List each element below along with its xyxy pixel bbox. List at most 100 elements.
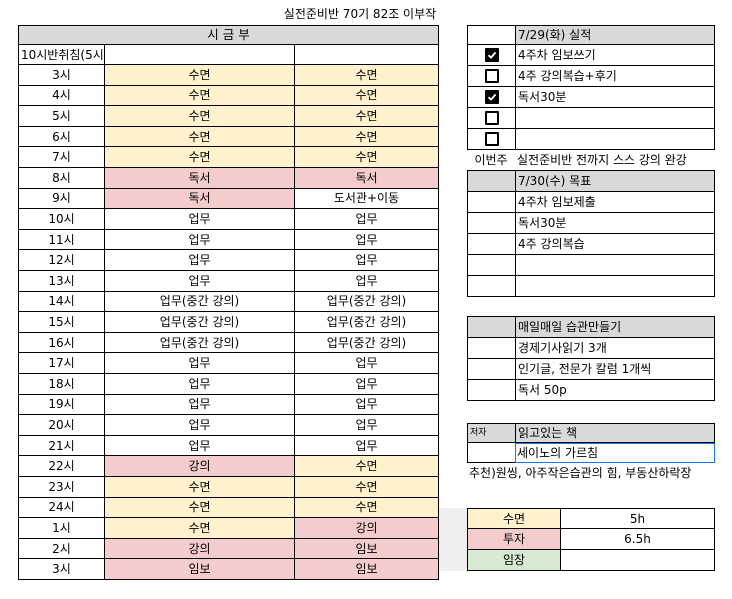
plan-cell-b[interactable]: 수면 — [294, 456, 439, 477]
plan-cell-b[interactable]: 수면 — [294, 126, 439, 148]
goal-item[interactable]: 독서30분 — [515, 213, 715, 234]
summary-value[interactable]: 6.5h — [560, 529, 715, 550]
plan-cell-a[interactable]: 독서 — [104, 168, 294, 189]
plan-cell-b[interactable]: 독서 — [294, 168, 439, 189]
plan-cell-b[interactable]: 업무 — [294, 435, 439, 457]
schedule-note-cell[interactable] — [294, 45, 439, 65]
habit-left-cell[interactable] — [467, 359, 515, 380]
checkbox-cell[interactable] — [467, 129, 515, 150]
goal-left-cell[interactable] — [467, 255, 515, 276]
plan-cell-a[interactable]: 업무 — [104, 271, 294, 292]
checkbox[interactable] — [484, 111, 499, 125]
plan-cell-b[interactable]: 업무(중간 강의) — [294, 312, 439, 333]
checkbox-cell[interactable] — [467, 108, 515, 129]
habits-corner[interactable] — [467, 316, 515, 338]
time-cell[interactable]: 3시 — [18, 559, 104, 580]
plan-cell-a[interactable]: 업무 — [104, 250, 294, 271]
goal-item[interactable]: 4주차 임보제출 — [515, 192, 715, 213]
this-week-text[interactable]: 실전준비반 전까지 스스 강의 완강 — [517, 153, 687, 167]
time-cell[interactable]: 13시 — [18, 271, 104, 292]
time-cell[interactable]: 6시 — [18, 126, 104, 148]
plan-cell-a[interactable]: 강의 — [104, 456, 294, 477]
habit-left-cell[interactable] — [467, 338, 515, 359]
plan-cell-b[interactable]: 업무 — [294, 229, 439, 251]
plan-cell-b[interactable]: 업무 — [294, 374, 439, 395]
plan-cell-a[interactable]: 업무 — [104, 415, 294, 436]
plan-cell-a[interactable]: 수면 — [104, 106, 294, 127]
habit-item[interactable]: 경제기사읽기 3개 — [515, 338, 715, 359]
plan-cell-a[interactable]: 업무 — [104, 374, 294, 395]
checkbox[interactable] — [484, 48, 499, 62]
plan-cell-a[interactable]: 업무(중간 강의) — [104, 291, 294, 313]
plan-cell-a[interactable]: 수면 — [104, 126, 294, 148]
time-cell[interactable]: 18시 — [18, 374, 104, 395]
result-item[interactable] — [515, 129, 715, 150]
plan-cell-a[interactable]: 수면 — [104, 65, 294, 86]
goal-item[interactable]: 4주 강의복습 — [515, 234, 715, 255]
time-cell[interactable]: 9시 — [18, 188, 104, 210]
plan-cell-b[interactable]: 강의 — [294, 518, 439, 539]
summary-value[interactable] — [560, 550, 715, 571]
result-item[interactable] — [515, 108, 715, 129]
plan-cell-a[interactable]: 수면 — [104, 497, 294, 519]
plan-cell-b[interactable]: 수면 — [294, 147, 439, 168]
plan-cell-b[interactable]: 업무 — [294, 415, 439, 436]
time-cell[interactable]: 1시 — [18, 518, 104, 539]
time-cell[interactable]: 22시 — [18, 456, 104, 477]
goals-header[interactable]: 7/30(수) 목표 — [515, 170, 715, 192]
habits-header[interactable]: 매일매일 습관만들기 — [515, 316, 715, 338]
habit-left-cell[interactable] — [467, 380, 515, 401]
books-header[interactable]: 읽고있는 책 — [515, 423, 715, 443]
plan-cell-b[interactable]: 수면 — [294, 85, 439, 107]
plan-cell-a[interactable]: 수면 — [104, 477, 294, 498]
time-cell[interactable]: 8시 — [18, 168, 104, 189]
time-cell[interactable]: 2시 — [18, 538, 104, 560]
time-cell[interactable]: 5시 — [18, 106, 104, 127]
this-week-label[interactable]: 이번주 — [474, 153, 508, 167]
plan-cell-a[interactable]: 수면 — [104, 85, 294, 107]
results-header[interactable]: 7/29(화) 실적 — [515, 25, 715, 45]
checkbox-cell[interactable] — [467, 45, 515, 66]
current-book[interactable]: 세이노의 가르침 — [515, 443, 715, 463]
plan-cell-a[interactable]: 수면 — [104, 518, 294, 539]
plan-cell-a[interactable]: 업무 — [104, 394, 294, 416]
summary-label[interactable]: 수면 — [467, 508, 560, 529]
result-item[interactable]: 독서30분 — [515, 87, 715, 108]
schedule-header[interactable]: 시 금 부 — [18, 25, 439, 45]
checkbox[interactable] — [484, 69, 499, 83]
results-corner[interactable] — [467, 25, 515, 45]
plan-cell-a[interactable]: 업무 — [104, 435, 294, 457]
time-cell[interactable]: 20시 — [18, 415, 104, 436]
habit-item[interactable]: 인기글, 전문가 칼럼 1개씩 — [515, 359, 715, 380]
time-cell[interactable]: 17시 — [18, 353, 104, 374]
plan-cell-b[interactable]: 업무 — [294, 271, 439, 292]
goals-corner[interactable] — [467, 170, 515, 192]
plan-cell-a[interactable]: 업무(중간 강의) — [104, 312, 294, 333]
habit-item[interactable]: 독서 50p — [515, 380, 715, 401]
time-cell[interactable]: 21시 — [18, 435, 104, 457]
plan-cell-b[interactable]: 업무(중간 강의) — [294, 291, 439, 313]
time-cell[interactable]: 11시 — [18, 229, 104, 251]
plan-cell-a[interactable]: 업무 — [104, 209, 294, 230]
time-cell[interactable]: 4시 — [18, 85, 104, 107]
schedule-note-cell[interactable] — [104, 45, 294, 65]
checkbox-cell[interactable] — [467, 66, 515, 87]
plan-cell-b[interactable]: 업무 — [294, 353, 439, 374]
summary-label[interactable]: 임장 — [467, 550, 560, 571]
plan-cell-a[interactable]: 업무(중간 강의) — [104, 332, 294, 354]
goal-item[interactable] — [515, 255, 715, 276]
goal-left-cell[interactable] — [467, 234, 515, 255]
goal-left-cell[interactable] — [467, 276, 515, 297]
goal-left-cell[interactable] — [467, 192, 515, 213]
plan-cell-a[interactable]: 업무 — [104, 229, 294, 251]
plan-cell-a[interactable]: 업무 — [104, 353, 294, 374]
plan-cell-b[interactable]: 수면 — [294, 65, 439, 86]
schedule-note[interactable]: 10시반취침(5시간) — [18, 45, 104, 65]
result-item[interactable]: 4주차 임보쓰기 — [515, 45, 715, 66]
plan-cell-a[interactable]: 독서 — [104, 188, 294, 210]
time-cell[interactable]: 24시 — [18, 497, 104, 519]
summary-label[interactable]: 투자 — [467, 529, 560, 550]
plan-cell-b[interactable]: 수면 — [294, 477, 439, 498]
goal-item[interactable] — [515, 276, 715, 297]
plan-cell-b[interactable]: 수면 — [294, 106, 439, 127]
